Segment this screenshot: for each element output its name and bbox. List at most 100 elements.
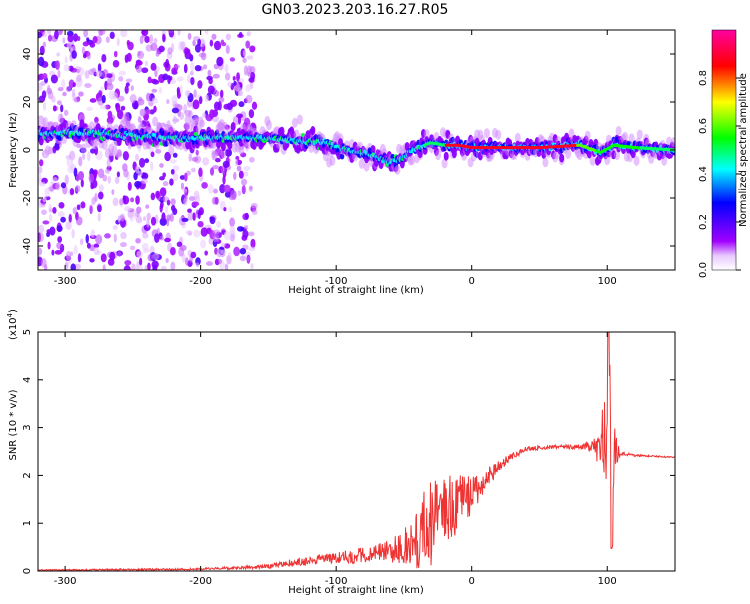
noise-mark bbox=[189, 70, 194, 76]
noise-mark bbox=[98, 184, 104, 192]
noise-mark bbox=[93, 243, 100, 248]
noise-mark bbox=[55, 181, 61, 191]
noise-mark bbox=[77, 36, 81, 42]
colorbar-tick-label: 0.8 bbox=[698, 70, 709, 86]
noise-mark bbox=[183, 63, 188, 74]
noise-mark bbox=[179, 112, 185, 120]
noise-mark bbox=[190, 61, 195, 72]
noise-mark bbox=[238, 101, 245, 108]
noise-mark bbox=[130, 85, 134, 91]
noise-mark bbox=[42, 31, 48, 38]
noise-mark bbox=[86, 37, 90, 42]
noise-mark bbox=[207, 69, 212, 77]
y-tick-label: 40 bbox=[22, 48, 33, 61]
noise-mark bbox=[89, 41, 96, 48]
noise-mark bbox=[46, 30, 52, 35]
noise-mark bbox=[79, 238, 84, 246]
noise-mark bbox=[182, 188, 188, 193]
band-mark bbox=[441, 158, 448, 169]
noise-mark bbox=[159, 163, 164, 168]
noise-mark bbox=[200, 227, 208, 237]
noise-mark bbox=[113, 233, 117, 243]
y-tick-label: 3 bbox=[22, 424, 33, 430]
noise-mark bbox=[171, 95, 178, 105]
noise-mark bbox=[52, 177, 58, 182]
noise-mark bbox=[250, 263, 254, 270]
noise-mark bbox=[159, 203, 163, 213]
noise-mark bbox=[145, 92, 151, 102]
noise-mark bbox=[229, 190, 237, 199]
bottom-x-axis-label: Height of straight line (km) bbox=[288, 585, 424, 596]
noise-mark bbox=[209, 216, 216, 225]
noise-mark bbox=[218, 258, 223, 265]
noise-mark bbox=[68, 213, 72, 223]
band-mark bbox=[265, 120, 272, 131]
noise-mark bbox=[70, 263, 76, 270]
noise-mark bbox=[118, 70, 127, 76]
noise-mark bbox=[192, 99, 200, 110]
noise-mark bbox=[76, 74, 82, 82]
band-mark bbox=[279, 126, 285, 136]
noise-mark bbox=[187, 211, 194, 221]
band-mark bbox=[230, 122, 236, 132]
x-tick-label: 100 bbox=[598, 276, 617, 287]
noise-mark bbox=[82, 53, 87, 59]
noise-mark bbox=[38, 115, 44, 125]
noise-mark bbox=[193, 89, 197, 98]
noise-mark bbox=[225, 44, 230, 54]
x-tick-label: 100 bbox=[598, 576, 617, 587]
noise-mark bbox=[172, 115, 177, 125]
noise-mark bbox=[250, 202, 258, 209]
noise-mark bbox=[216, 249, 223, 258]
noise-mark bbox=[194, 64, 202, 72]
noise-mark bbox=[129, 94, 137, 104]
y-tick-label: 0 bbox=[22, 147, 33, 153]
noise-mark bbox=[134, 180, 142, 188]
noise-mark bbox=[72, 33, 79, 42]
band-mark bbox=[417, 149, 423, 159]
noise-mark bbox=[152, 264, 158, 270]
noise-mark bbox=[126, 39, 131, 47]
noise-mark bbox=[213, 101, 220, 111]
noise-mark bbox=[172, 165, 180, 172]
noise-mark bbox=[76, 204, 81, 211]
noise-mark bbox=[104, 233, 111, 239]
noise-mark bbox=[38, 172, 42, 182]
band-mark bbox=[244, 139, 251, 150]
noise-mark bbox=[240, 111, 247, 122]
noise-mark bbox=[109, 251, 116, 261]
noise-mark bbox=[141, 67, 149, 74]
noise-mark bbox=[75, 216, 83, 226]
spectrogram-heatmap bbox=[38, 30, 675, 270]
noise-mark bbox=[97, 212, 101, 222]
colorbar bbox=[711, 29, 737, 271]
noise-mark bbox=[233, 80, 237, 86]
noise-mark bbox=[204, 94, 209, 103]
noise-mark bbox=[143, 248, 150, 254]
noise-mark bbox=[47, 84, 51, 93]
noise-mark bbox=[72, 207, 77, 215]
band-mark bbox=[628, 133, 635, 144]
noise-mark bbox=[200, 52, 207, 61]
noise-mark bbox=[39, 45, 45, 56]
y-tick-label: 4 bbox=[22, 377, 33, 383]
noise-mark bbox=[113, 50, 118, 58]
top-y-axis: -40 -20 0 20 40 bbox=[22, 48, 675, 254]
noise-mark bbox=[205, 261, 214, 266]
noise-mark bbox=[48, 213, 53, 222]
noise-mark bbox=[150, 192, 156, 201]
band-mark bbox=[227, 140, 233, 150]
noise-mark bbox=[136, 250, 144, 258]
noise-mark bbox=[227, 252, 232, 258]
noise-mark bbox=[135, 65, 143, 73]
noise-mark bbox=[185, 230, 193, 235]
y-tick-label: 1 bbox=[22, 520, 33, 526]
noise-mark bbox=[213, 40, 222, 51]
band-mark bbox=[121, 114, 128, 125]
noise-mark bbox=[223, 207, 227, 212]
noise-mark bbox=[62, 37, 66, 44]
noise-mark bbox=[147, 76, 152, 84]
noise-mark bbox=[167, 30, 174, 33]
noise-mark bbox=[57, 236, 63, 243]
noise-mark bbox=[206, 75, 213, 81]
